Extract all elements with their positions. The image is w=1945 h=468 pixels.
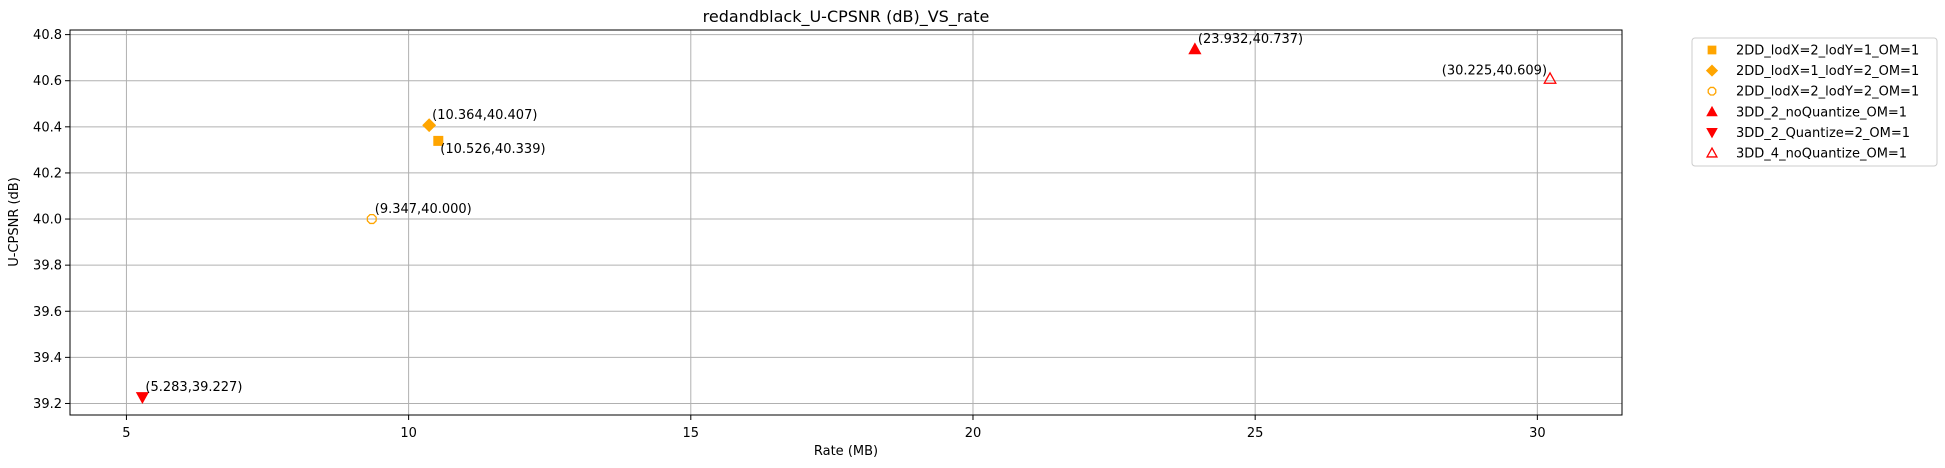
data-point-label: (30.225,40.609) bbox=[1442, 64, 1547, 79]
chart-title: redandblack_U-CPSNR (dB)_VS_rate bbox=[703, 7, 990, 27]
y-tick-label: 39.2 bbox=[33, 397, 62, 412]
legend: 2DD_lodX=2_lodY=1_OM=1 2DD_lodX=1_lodY=2_… bbox=[1691, 37, 1938, 167]
legend-marker bbox=[1705, 64, 1719, 77]
data-points: (10.526,40.339) (10.364,40.407) (9.347,40.… bbox=[135, 32, 1557, 405]
data-point-marker bbox=[1188, 42, 1202, 55]
x-tick-label: 30 bbox=[1529, 426, 1546, 441]
data-point-label: (10.364,40.407) bbox=[432, 108, 537, 123]
legend-marker bbox=[1706, 105, 1718, 117]
y-tick-label: 40.4 bbox=[33, 120, 62, 135]
x-tick-label: 25 bbox=[1247, 426, 1264, 441]
legend-marker bbox=[1706, 127, 1718, 139]
y-tick-label: 40.0 bbox=[33, 213, 62, 228]
data-point-label: (5.283,39.227) bbox=[145, 380, 242, 395]
x-tick-label: 5 bbox=[122, 426, 130, 441]
y-tick-label: 39.6 bbox=[33, 305, 62, 320]
data-point-marker bbox=[135, 392, 150, 405]
legend-label: 3DD_2_noQuantize_OM=1 bbox=[1736, 105, 1907, 120]
data-point-label: (10.526,40.339) bbox=[440, 142, 545, 157]
data-point-marker bbox=[433, 135, 444, 146]
legend-label: 3DD_4_noQuantize_OM=1 bbox=[1736, 147, 1907, 162]
y-axis-label: U-CPSNR (dB) bbox=[7, 177, 22, 267]
plot-frame bbox=[69, 29, 1623, 416]
data-point-marker bbox=[1543, 71, 1557, 84]
legend-label: 3DD_2_Quantize=2_OM=1 bbox=[1736, 126, 1910, 141]
data-point-marker bbox=[366, 213, 377, 225]
x-tick-label: 15 bbox=[683, 426, 700, 441]
legend-frame bbox=[1691, 37, 1938, 167]
legend-marker bbox=[1707, 45, 1717, 55]
grid bbox=[70, 30, 1622, 415]
data-point-label: (23.932,40.737) bbox=[1198, 32, 1303, 47]
x-tick-label: 10 bbox=[400, 426, 417, 441]
y-tick-label: 40.2 bbox=[33, 166, 62, 181]
x-axis-label: Rate (MB) bbox=[814, 444, 878, 459]
y-tick-label: 39.4 bbox=[33, 351, 62, 366]
legend-label: 2DD_lodX=2_lodY=2_OM=1 bbox=[1736, 85, 1919, 100]
data-point-marker bbox=[422, 118, 437, 133]
legend-label: 2DD_lodX=1_lodY=2_OM=1 bbox=[1736, 64, 1919, 79]
x-tick-label: 20 bbox=[965, 426, 982, 441]
legend-marker bbox=[1707, 86, 1717, 96]
legend-label: 2DD_lodX=2_lodY=1_OM=1 bbox=[1736, 44, 1919, 59]
y-axis-ticks: 39.2 39.4 39.6 39.8 40.0 40.2 40.4 40.6 40.8 bbox=[33, 28, 70, 412]
y-tick-label: 39.8 bbox=[33, 259, 62, 274]
y-tick-label: 40.8 bbox=[33, 28, 62, 43]
data-point-label: (9.347,40.000) bbox=[375, 202, 472, 217]
y-tick-label: 40.6 bbox=[33, 74, 62, 89]
legend-marker bbox=[1705, 146, 1719, 158]
x-axis-ticks: 5 10 15 20 25 30 bbox=[122, 415, 1546, 441]
